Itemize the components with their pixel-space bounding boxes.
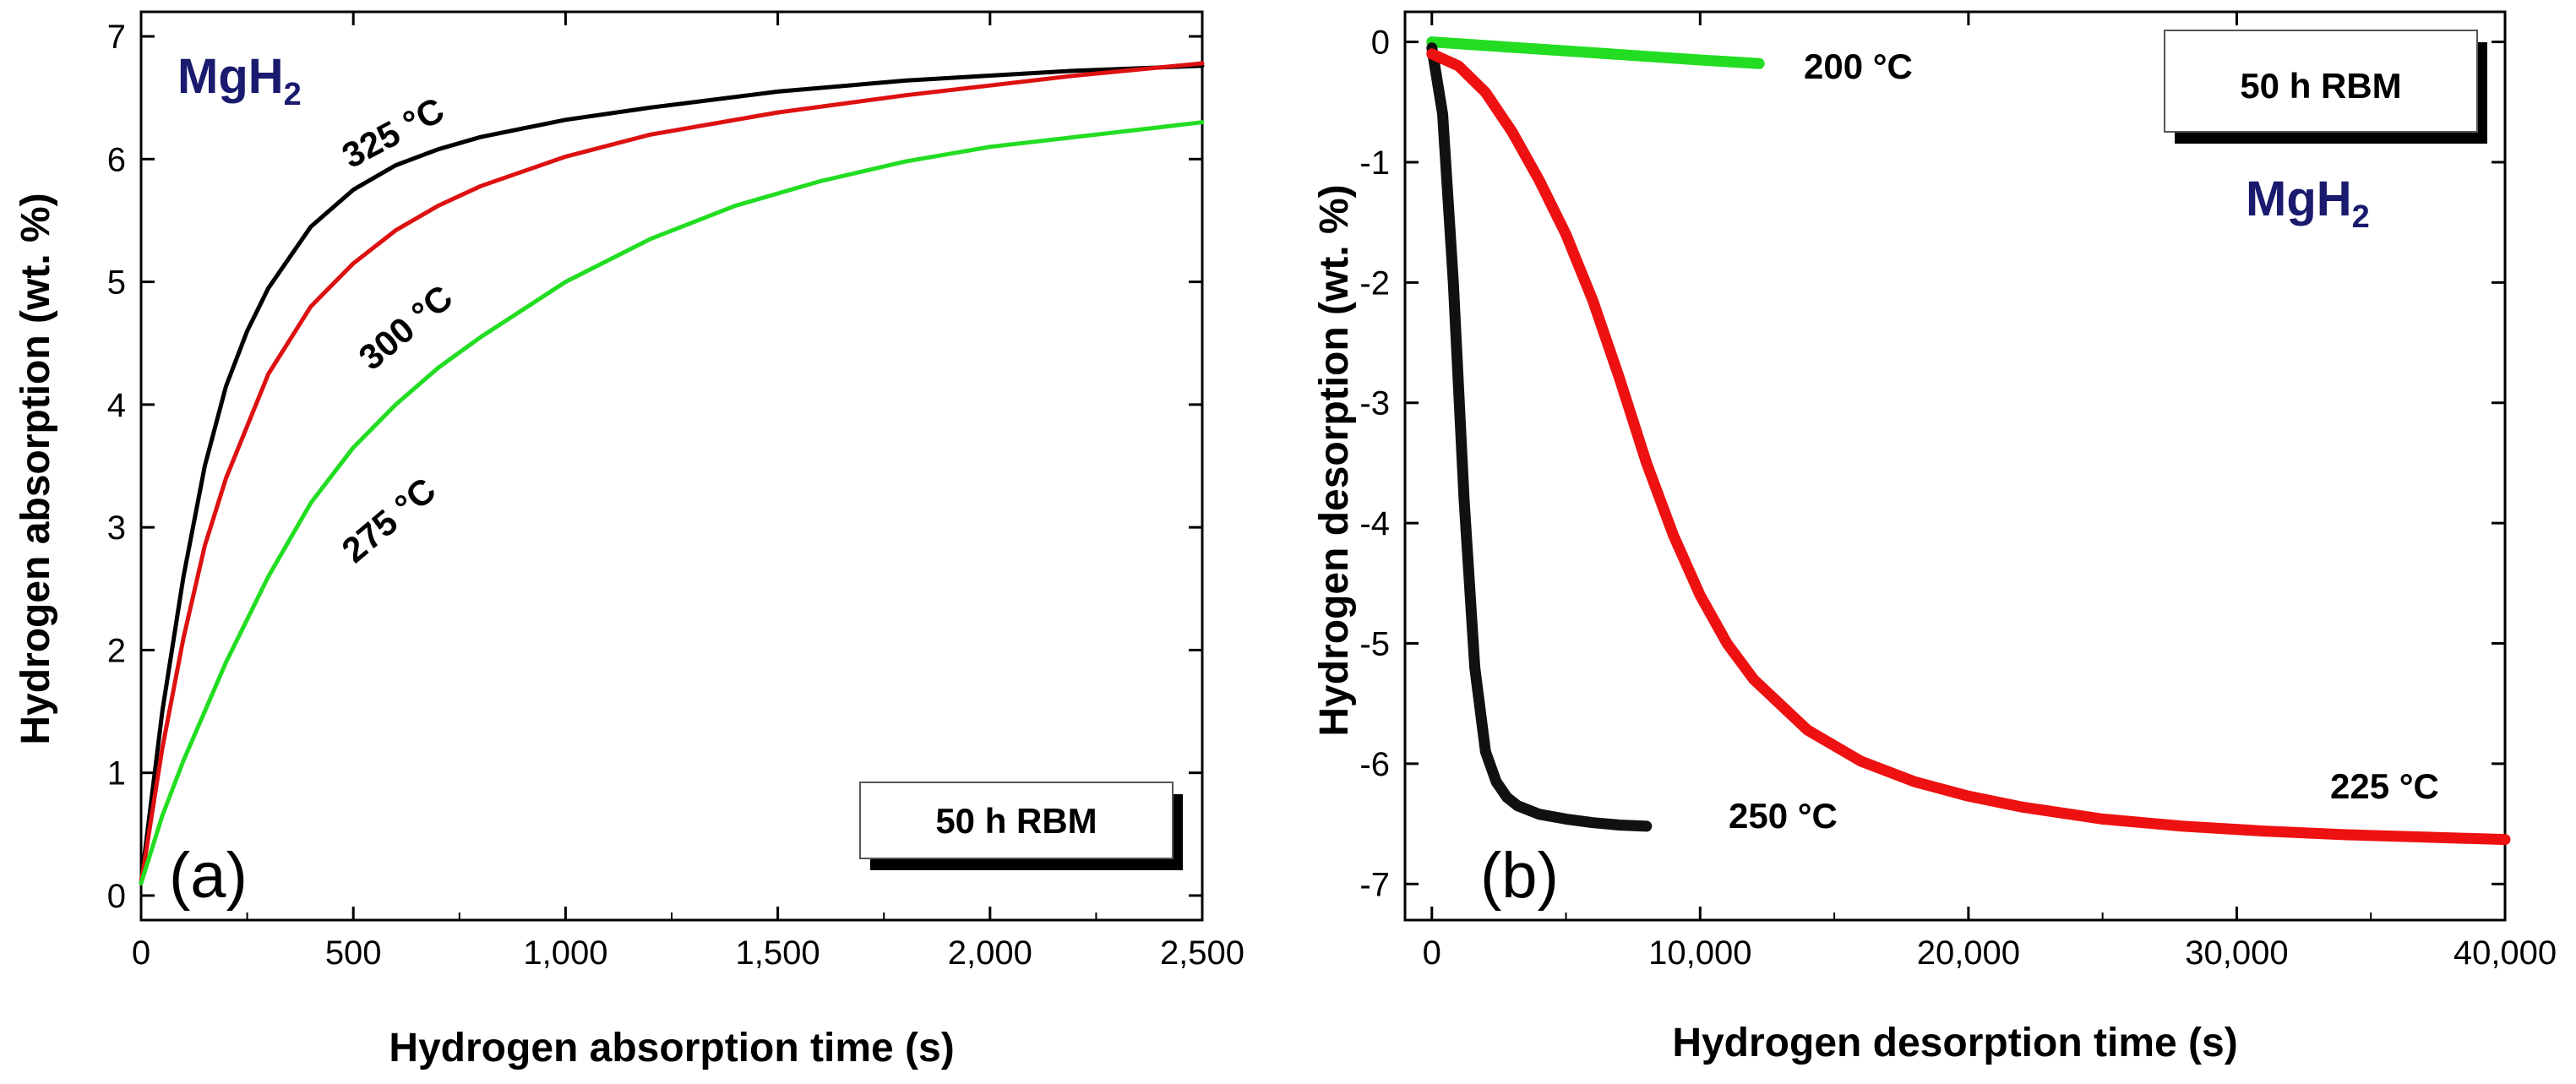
panel-a-ticks bbox=[139, 12, 1204, 920]
panel-b-chart: 0 10,000 20,000 30,000 40,000 0 -1 -2 -3 -4 -5 -6 -7… bbox=[1312, 10, 2557, 1065]
panel-a-y-tick-label: 4 bbox=[107, 387, 126, 424]
panel-a-y-axis-title: Hydrogen absorption (wt. %) bbox=[14, 193, 58, 744]
panel-a-legend-box: 50 h RBM bbox=[859, 782, 1183, 870]
panel-b-y-tick-label: -7 bbox=[1359, 866, 1390, 903]
panel-a-x-tick-label: 500 bbox=[325, 934, 382, 972]
panel-a-y-tick-label: 7 bbox=[107, 19, 126, 56]
panel-b-y-tick-label: 0 bbox=[1371, 25, 1390, 62]
panel-a-compound-label: MgH2 bbox=[177, 49, 302, 112]
panel-a-y-tick-label: 1 bbox=[107, 755, 126, 793]
panel-a-y-tick-label: 0 bbox=[107, 878, 126, 915]
panel-b-frame bbox=[1403, 10, 2507, 922]
panel-b-x-tick-label: 30,000 bbox=[2185, 934, 2288, 972]
panel-a-tick-labels: 0 500 1,000 1,500 2,000 2,500 0 1 2 3 4 5 6 7 bbox=[107, 19, 1244, 972]
panel-b-x-tick-label: 20,000 bbox=[1917, 934, 2020, 972]
panel-b-series-line-250 bbox=[1426, 42, 1653, 832]
panel-b-series-line-225 bbox=[1426, 48, 2511, 846]
panel-b-compound-label: MgH2 bbox=[2246, 172, 2370, 235]
panel-a-x-tick-label: 0 bbox=[132, 934, 150, 972]
panel-b-label-250: 250 °C bbox=[1729, 796, 1838, 836]
panel-a-tag: (a) bbox=[169, 840, 248, 912]
panel-b-x-tick-label: 40,000 bbox=[2453, 934, 2557, 972]
panel-a-x-tick-label: 2,000 bbox=[948, 934, 1032, 972]
panel-b-y-tick-label: -4 bbox=[1359, 505, 1390, 542]
panel-b-ticks bbox=[1405, 12, 2507, 920]
panel-b-series bbox=[1426, 36, 2511, 846]
panel-a-series-line-325 bbox=[139, 63, 1205, 885]
panel-b-legend-box: 50 h RBM bbox=[2164, 30, 2487, 144]
panel-b-x-axis-title: Hydrogen desorption time (s) bbox=[1672, 1021, 2237, 1065]
panel-b-y-tick-label: -3 bbox=[1359, 385, 1390, 422]
panel-a-x-axis-title: Hydrogen absorption time (s) bbox=[389, 1026, 954, 1070]
panel-a-x-tick-label: 2,500 bbox=[1160, 934, 1244, 972]
panel-b-x-tick-label: 10,000 bbox=[1648, 934, 1751, 972]
panel-a-y-tick-label: 5 bbox=[107, 264, 126, 302]
panel-a-y-tick-label: 6 bbox=[107, 141, 126, 178]
panel-b-label-200: 200 °C bbox=[1804, 46, 1913, 86]
panel-b-tick-labels: 0 10,000 20,000 30,000 40,000 0 -1 -2 -3 -4 -5 -6 -7 bbox=[1359, 25, 2557, 972]
panel-b-y-tick-label: -2 bbox=[1359, 264, 1390, 302]
panel-a-box bbox=[859, 782, 1174, 859]
panel-b-x-tick-label: 0 bbox=[1423, 934, 1441, 972]
panel-a-y-tick-label: 2 bbox=[107, 632, 126, 669]
panel-b-box bbox=[2164, 30, 2478, 133]
panel-b-series-line-200 bbox=[1426, 36, 1765, 69]
panel-a-series-line-275 bbox=[139, 120, 1205, 885]
panel-b-y-tick-label: -5 bbox=[1359, 626, 1390, 663]
panel-b-y-tick-label: -1 bbox=[1359, 144, 1390, 182]
panel-a-x-tick-label: 1,000 bbox=[523, 934, 607, 972]
panel-a-x-tick-label: 1,500 bbox=[736, 934, 820, 972]
panel-b-y-tick-label: -6 bbox=[1359, 746, 1390, 783]
panel-b-label-225: 225 °C bbox=[2330, 766, 2439, 806]
panel-b-y-axis-title: Hydrogen desorption (wt. %) bbox=[1312, 184, 1357, 736]
panel-a-series bbox=[139, 61, 1205, 885]
panel-a-y-tick-label: 3 bbox=[107, 509, 126, 547]
panel-a-series-line-300 bbox=[139, 61, 1205, 885]
panel-b-tag: (b) bbox=[1480, 840, 1559, 912]
panel-b-box-label: 50 h RBM bbox=[2240, 66, 2401, 106]
panel-a-box-label: 50 h RBM bbox=[935, 801, 1097, 841]
